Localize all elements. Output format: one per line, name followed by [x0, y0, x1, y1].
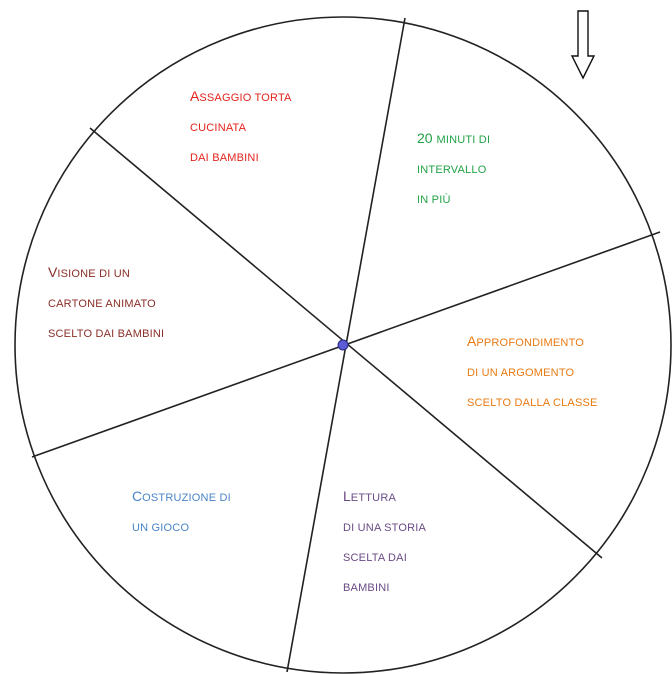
segment-line: VISIONE DI UN	[48, 258, 164, 288]
segment-line-text: MINUTI DI	[436, 134, 491, 146]
segment-line-initial: 20	[417, 130, 437, 146]
segment-line-text: IN PIÙ	[417, 194, 451, 206]
segment-line: DI UN ARGOMENTO	[467, 357, 598, 387]
segment-label-cartoon: VISIONE DI UN CARTONE ANIMATO SCELTO DAI B…	[48, 258, 164, 348]
segment-line: SCELTA DAI	[343, 542, 426, 572]
segment-line: APPROFONDIMENTO	[467, 327, 598, 357]
segment-line-text: ISIONE DI UN	[57, 268, 131, 280]
segment-line: 20 MINUTI DI	[417, 124, 490, 154]
segment-line-initial: A	[467, 333, 477, 349]
segment-line-text: SCELTA DAI	[343, 552, 407, 564]
segment-label-deepening: APPROFONDIMENTO DI UN ARGOMENTO SCELTO DAL…	[467, 327, 598, 417]
segment-line-text: BAMBINI	[343, 582, 390, 594]
segment-line-text: UN GIOCO	[132, 522, 190, 534]
segment-line-initial: A	[190, 88, 200, 104]
segment-line: IN PIÙ	[417, 184, 490, 214]
segment-line: INTERVALLO	[417, 154, 490, 184]
segment-line: DI UNA STORIA	[343, 512, 426, 542]
segment-line-text: PPROFONDIMENTO	[476, 337, 585, 349]
segment-line: ASSAGGIO TORTA	[190, 82, 292, 112]
segment-line: BAMBINI	[343, 572, 426, 602]
segment-label-reading: LETTURA DI UNA STORIA SCELTA DAI BAMBINI	[343, 482, 426, 602]
segment-line: SCELTO DALLA CLASSE	[467, 387, 598, 417]
segment-line-text: SCELTO DALLA CLASSE	[467, 397, 598, 409]
segment-line: UN GIOCO	[132, 512, 231, 542]
segment-line-text: DAI BAMBINI	[190, 152, 259, 164]
segment-line: CUCINATA	[190, 112, 292, 142]
segment-line-text: DI UNA STORIA	[343, 522, 427, 534]
segment-line-text: CUCINATA	[190, 122, 247, 134]
segment-line: DAI BAMBINI	[190, 142, 292, 172]
wheel-hub	[337, 339, 349, 351]
segment-line-text: DI UN ARGOMENTO	[467, 367, 575, 379]
segment-line: SCELTO DAI BAMBINI	[48, 318, 164, 348]
segment-label-break: 20 MINUTI DI INTERVALLO IN PIÙ	[417, 124, 490, 214]
segment-label-cake: ASSAGGIO TORTA CUCINATA DAI BAMBINI	[190, 82, 292, 172]
segment-line-initial: L	[343, 488, 351, 504]
down-arrow-outline-icon	[570, 10, 596, 80]
segment-line-text: ETTURA	[350, 492, 396, 504]
segment-line: COSTRUZIONE DI	[132, 482, 231, 512]
segment-line-text: OSTRUZIONE DI	[142, 492, 231, 504]
segment-line-initial: C	[132, 488, 143, 504]
segment-line-text: CARTONE ANIMATO	[48, 298, 156, 310]
segment-line-text: INTERVALLO	[417, 164, 487, 176]
segment-line: LETTURA	[343, 482, 426, 512]
segment-line-initial: V	[48, 264, 58, 280]
segment-line-text: SCELTO DAI BAMBINI	[48, 328, 165, 340]
segment-line: CARTONE ANIMATO	[48, 288, 164, 318]
segment-line-text: SSAGGIO TORTA	[199, 92, 292, 104]
segment-label-building: COSTRUZIONE DI UN GIOCO	[132, 482, 231, 542]
